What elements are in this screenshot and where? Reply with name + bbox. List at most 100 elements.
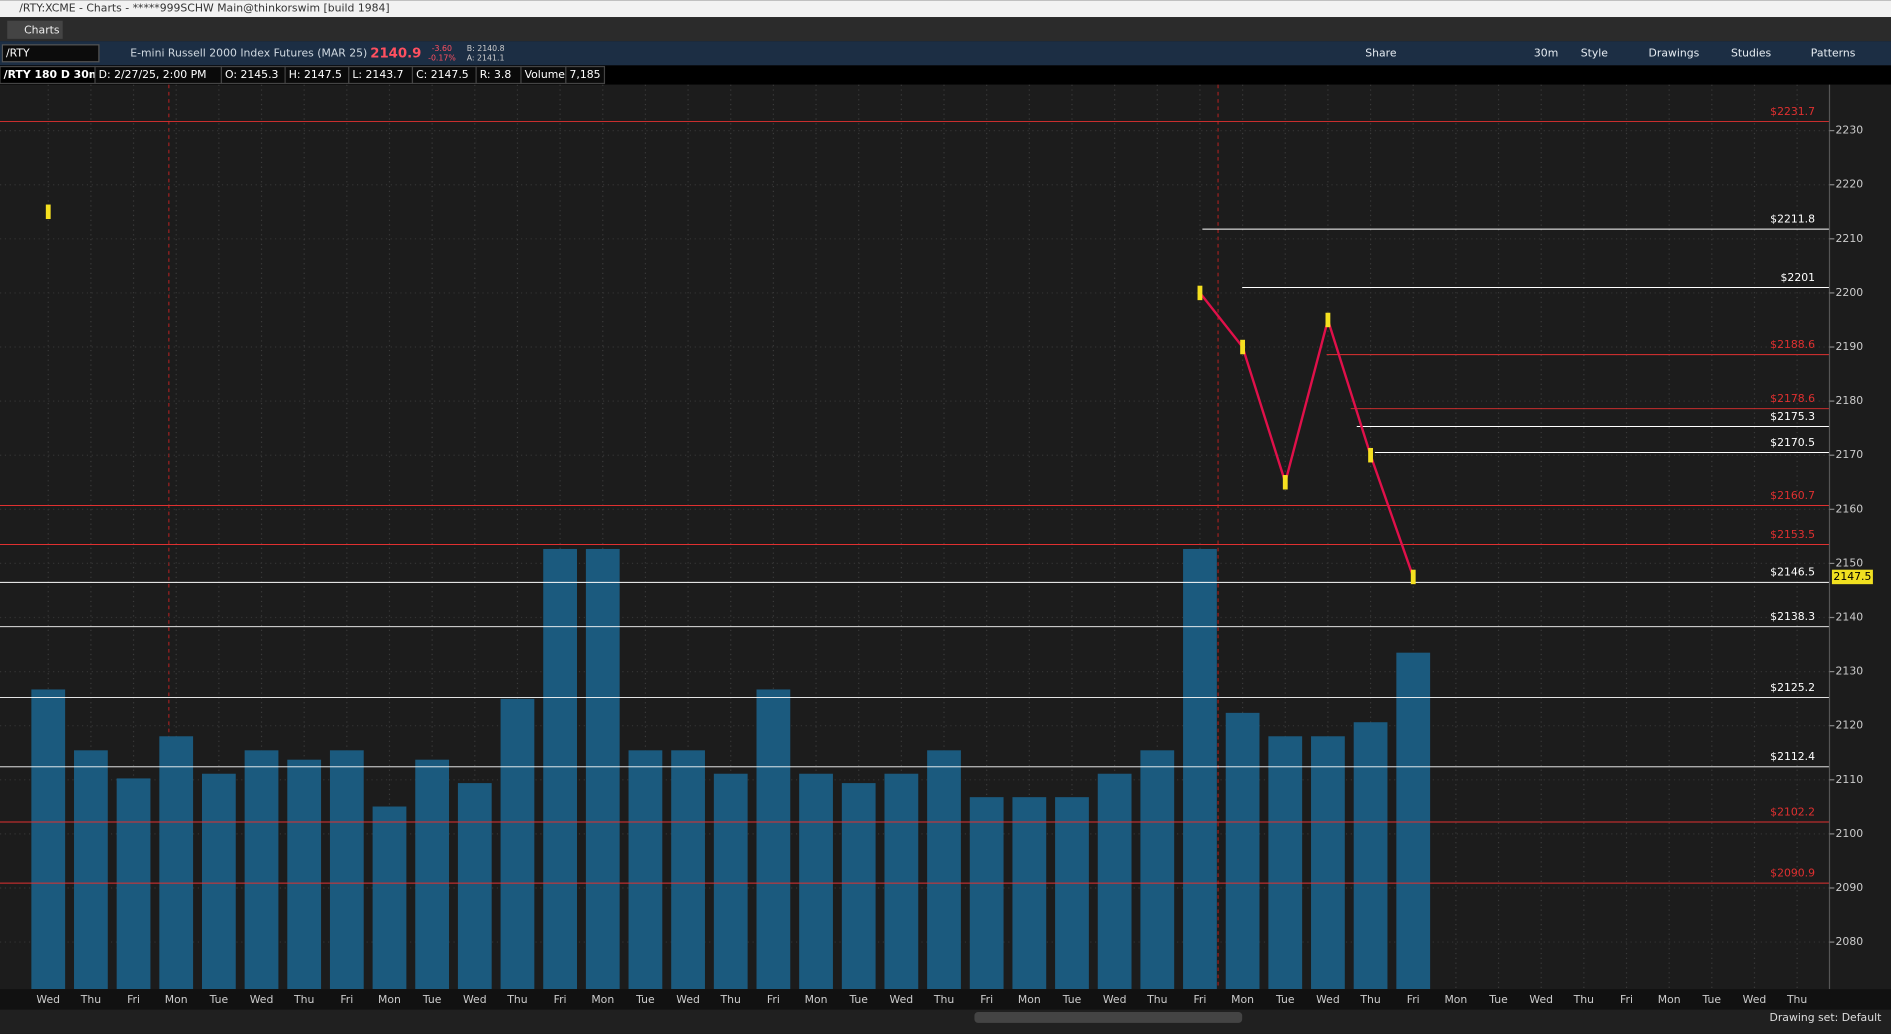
volume-bar bbox=[841, 783, 876, 990]
y-tick-label: 2150 bbox=[1836, 556, 1864, 569]
x-tick-label: Mon bbox=[1231, 993, 1254, 1006]
volume-bar bbox=[457, 783, 492, 990]
volume-bar bbox=[159, 736, 194, 990]
info-text: H: 2147.5 bbox=[289, 68, 342, 81]
volume-bar bbox=[969, 797, 1004, 990]
x-tick-label: Fri bbox=[340, 993, 353, 1006]
x-tick-label: Tue bbox=[422, 993, 442, 1006]
toolbar-button[interactable]: Share bbox=[1365, 46, 1397, 59]
toolbar-button[interactable]: 30m bbox=[1534, 46, 1558, 59]
volume-bar bbox=[1012, 797, 1047, 990]
toolbar-button[interactable]: Style bbox=[1581, 46, 1609, 59]
volume-bar bbox=[713, 773, 748, 990]
x-tick-label: Thu bbox=[933, 993, 954, 1006]
volume-bar bbox=[671, 750, 705, 990]
x-tick-label: Mon bbox=[1444, 993, 1467, 1006]
price-level-label: $2153.5 bbox=[1770, 528, 1815, 541]
price-level-label: $2125.2 bbox=[1770, 681, 1815, 694]
price-level-label: $2146.5 bbox=[1770, 566, 1815, 579]
volume-bar bbox=[1225, 712, 1260, 990]
volume-bar bbox=[1097, 773, 1132, 990]
y-tick-label: 2170 bbox=[1836, 448, 1864, 461]
y-tick-label: 2160 bbox=[1836, 502, 1864, 515]
x-tick-label: Tue bbox=[1488, 993, 1508, 1006]
tab-bar bbox=[0, 17, 1891, 42]
price-candle bbox=[1197, 285, 1203, 301]
x-tick-label: Thu bbox=[1146, 993, 1167, 1006]
y-tick-label: 2180 bbox=[1836, 394, 1864, 407]
x-tick-label: Fri bbox=[767, 993, 780, 1006]
toolbar-button[interactable]: Drawings bbox=[1649, 46, 1700, 59]
volume-bar bbox=[927, 750, 961, 990]
price-level-label: $2160.7 bbox=[1770, 489, 1815, 502]
price-candle bbox=[1368, 447, 1373, 463]
y-tick-label: 2210 bbox=[1836, 232, 1864, 245]
x-tick-label: Fri bbox=[127, 993, 140, 1006]
info-text: R: 3.8 bbox=[480, 68, 512, 81]
volume-bar bbox=[1268, 736, 1303, 990]
price-level-label: $2188.6 bbox=[1770, 338, 1815, 351]
volume-bar bbox=[799, 773, 833, 990]
toolbar-button[interactable]: Studies bbox=[1731, 46, 1772, 59]
x-tick-label: Mon bbox=[378, 993, 401, 1006]
info-text: /RTY 180 D 30m bbox=[4, 68, 100, 81]
price-level-label: $2231.7 bbox=[1770, 105, 1815, 118]
x-tick-label: Tue bbox=[848, 993, 868, 1006]
x-tick-label: Thu bbox=[1786, 993, 1807, 1006]
y-tick-label: 2190 bbox=[1836, 340, 1864, 353]
x-tick-label: Fri bbox=[980, 993, 993, 1006]
x-tick-label: Mon bbox=[805, 993, 828, 1006]
y-tick-label: 2220 bbox=[1836, 178, 1864, 191]
symbol-box[interactable] bbox=[1, 44, 100, 63]
window-title: /RTY:XCME - Charts - *****999SCHW Main@t… bbox=[19, 2, 389, 15]
y-tick-label: 2100 bbox=[1836, 827, 1864, 840]
toolbar-button[interactable]: Patterns bbox=[1811, 46, 1856, 59]
volume-bar bbox=[415, 759, 450, 990]
volume-bar bbox=[884, 773, 919, 990]
bid: B: 2140.8 bbox=[467, 44, 505, 53]
x-tick-label: Thu bbox=[1359, 993, 1380, 1006]
volume-bar bbox=[628, 750, 663, 990]
y-tick-label: 2140 bbox=[1836, 611, 1864, 624]
footer-bar bbox=[0, 1009, 1891, 1034]
info-text: O: 2145.3 bbox=[225, 68, 278, 81]
x-tick-label: Fri bbox=[1193, 993, 1206, 1006]
price-level-label: $2201 bbox=[1781, 271, 1816, 284]
ask: A: 2141.1 bbox=[467, 54, 505, 63]
volume-bar bbox=[585, 548, 620, 990]
tab[interactable] bbox=[7, 20, 63, 39]
y-tick-label: 2130 bbox=[1836, 665, 1864, 678]
y-tick-label: 2080 bbox=[1836, 935, 1864, 948]
volume-bar bbox=[372, 806, 407, 990]
x-tick-label: Fri bbox=[554, 993, 567, 1006]
x-tick-label: Fri bbox=[1620, 993, 1633, 1006]
current-price-box bbox=[1831, 569, 1873, 585]
x-tick-label: Tue bbox=[1275, 993, 1295, 1006]
tab-label: Charts bbox=[24, 23, 60, 36]
x-tick-label: Tue bbox=[635, 993, 655, 1006]
y-tick-label: 2120 bbox=[1836, 719, 1864, 732]
info-text: C: 2147.5 bbox=[416, 68, 469, 81]
x-tick-label: Wed bbox=[676, 993, 700, 1006]
x-tick-label: Wed bbox=[36, 993, 60, 1006]
time-axis bbox=[0, 989, 1891, 1010]
current-price: 2147.5 bbox=[1833, 570, 1871, 583]
info-text: Volume bbox=[525, 68, 566, 81]
y-tick-label: 2110 bbox=[1836, 773, 1864, 786]
x-tick-label: Mon bbox=[591, 993, 614, 1006]
description: E-mini Russell 2000 Index Futures (MAR 2… bbox=[130, 46, 367, 59]
info-text: 7,185 bbox=[569, 68, 600, 81]
price-level-label: $2102.2 bbox=[1770, 805, 1815, 818]
price-level-label: $2170.5 bbox=[1770, 436, 1815, 449]
price-level-label: $2175.3 bbox=[1770, 410, 1815, 423]
y-tick-label: 2200 bbox=[1836, 286, 1864, 299]
info-text: D: 2/27/25, 2:00 PM bbox=[99, 68, 207, 81]
volume-bar bbox=[500, 698, 535, 990]
price-level-label: $2138.3 bbox=[1770, 610, 1815, 623]
x-tick-label: Wed bbox=[1316, 993, 1340, 1006]
price-level-label: $2090.9 bbox=[1770, 866, 1815, 879]
scrollbar[interactable] bbox=[974, 1012, 1243, 1023]
volume-bar bbox=[1055, 797, 1089, 990]
volume-bar bbox=[31, 689, 66, 990]
